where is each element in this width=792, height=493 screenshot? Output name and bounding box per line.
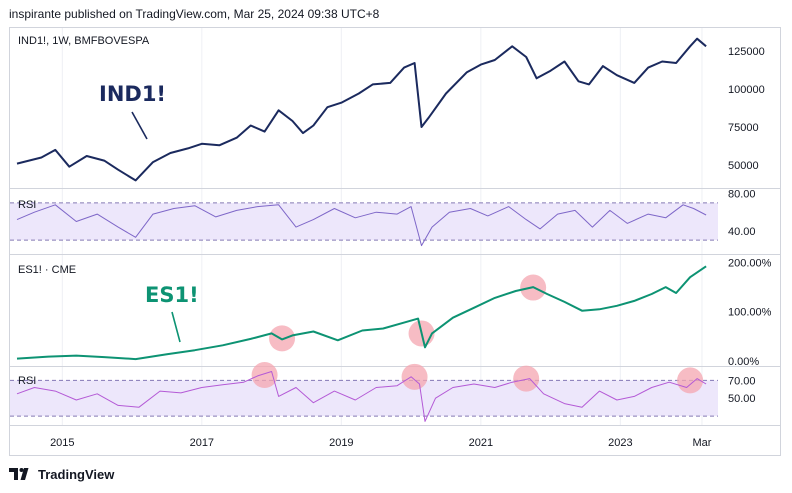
highlight-marker [513,365,540,392]
pane-legend[interactable]: IND1!, 1W, BMFBOVESPA [18,35,150,47]
x-tick-label: 2021 [469,437,493,449]
published-line: inspirante published on TradingView.com,… [9,7,380,21]
rsi-band [10,202,718,241]
y-tick-label: 70.00 [728,375,756,387]
y-tick-label: 75000 [728,122,759,134]
tradingview-logo-icon [9,468,29,480]
annotation-ind1-pointer [131,111,148,140]
es1-rsi-line [16,371,707,422]
y-tick-label: 100000 [728,84,765,96]
ind1-price-line [16,37,707,182]
y-tick-label: 80.00 [728,189,756,201]
pane-legend[interactable]: ES1! · CME [18,264,76,276]
pane-legend[interactable]: RSI [18,375,36,387]
chart-frame [9,27,781,456]
x-tick-label: 2019 [329,437,353,449]
y-tick-label: 125000 [728,46,765,58]
rsi-band [10,380,718,417]
y-tick-label: 50000 [728,160,759,172]
y-tick-label: 200.00% [728,257,772,269]
annotation-es1-pointer [171,311,181,343]
highlight-marker [251,362,278,389]
x-tick-label: 2017 [190,437,214,449]
y-tick-label: 100.00% [728,307,772,319]
y-tick-label: 50.00 [728,393,756,405]
annotation-ind1: IND1! [99,82,166,106]
highlight-marker [401,363,428,390]
y-tick-label: 40.00 [728,226,756,238]
brand[interactable]: TradingView [9,466,114,482]
annotation-es1: ES1! [145,283,199,307]
x-tick-label: 2015 [50,437,74,449]
es1-performance-line [16,265,707,361]
ind1-rsi-line [16,204,707,247]
brand-name: TradingView [38,466,115,482]
x-tick-label: Mar [692,437,711,449]
x-tick-label: 2023 [608,437,632,449]
pane-legend[interactable]: RSI [18,199,36,211]
y-tick-label: 0.00% [728,356,759,368]
